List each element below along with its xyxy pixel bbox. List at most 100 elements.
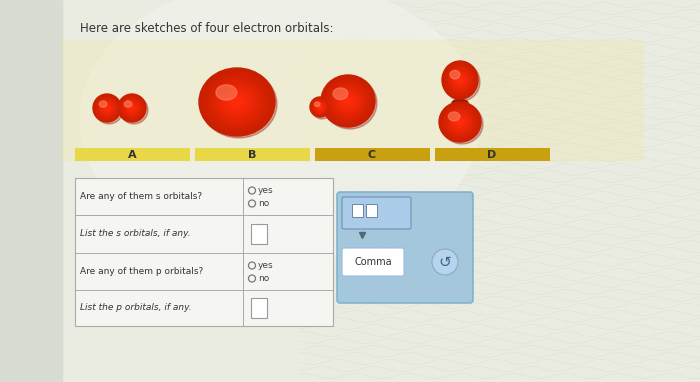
Ellipse shape [80,0,480,260]
Text: yes: yes [258,186,274,195]
Ellipse shape [118,94,146,122]
Ellipse shape [231,97,243,107]
Ellipse shape [314,100,326,113]
Ellipse shape [444,63,476,97]
FancyBboxPatch shape [342,197,411,229]
Text: Are any of them s orbitals?: Are any of them s orbitals? [80,192,202,201]
Bar [251,224,267,244]
Text: A: A [127,149,136,160]
Ellipse shape [321,75,375,127]
Ellipse shape [452,99,468,107]
Bar [366,204,377,217]
Ellipse shape [130,106,134,110]
Ellipse shape [344,97,352,105]
Text: Here are sketches of four electron orbitals:: Here are sketches of four electron orbit… [80,22,333,35]
Text: List the p orbitals, if any.: List the p orbitals, if any. [80,304,192,312]
Ellipse shape [120,96,144,120]
Ellipse shape [451,70,469,90]
Ellipse shape [449,68,471,92]
Ellipse shape [222,89,252,115]
Ellipse shape [441,104,483,144]
Bar [75,178,333,326]
Ellipse shape [457,119,463,125]
Ellipse shape [201,70,277,138]
Ellipse shape [324,78,372,124]
Text: no: no [258,199,270,208]
Bar [315,148,430,161]
Ellipse shape [125,101,139,115]
Ellipse shape [120,96,148,124]
Text: D: D [487,149,496,160]
Ellipse shape [310,97,330,117]
Ellipse shape [447,66,474,94]
Text: no: no [258,274,270,283]
Ellipse shape [447,109,473,135]
Ellipse shape [93,94,121,122]
Ellipse shape [452,114,468,130]
Ellipse shape [331,84,365,118]
Circle shape [432,249,458,275]
Ellipse shape [128,104,136,112]
Bar [0,0,62,382]
Ellipse shape [123,99,141,117]
Ellipse shape [213,80,261,124]
Text: List the s orbitals, if any.: List the s orbitals, if any. [80,230,190,238]
Bar [195,148,310,161]
Ellipse shape [124,101,132,107]
Ellipse shape [218,84,256,120]
Ellipse shape [105,106,109,110]
Text: Comma: Comma [354,257,392,267]
Text: C: C [368,149,376,160]
Ellipse shape [227,93,247,111]
Ellipse shape [450,70,460,79]
Ellipse shape [102,102,113,113]
Ellipse shape [316,103,324,111]
Ellipse shape [448,112,460,121]
Ellipse shape [328,81,368,121]
Ellipse shape [449,112,471,132]
Ellipse shape [312,99,328,115]
Ellipse shape [317,104,323,110]
Ellipse shape [121,97,143,118]
Bar [435,148,550,161]
Ellipse shape [337,91,358,111]
Ellipse shape [442,61,478,99]
Ellipse shape [457,77,463,83]
Ellipse shape [98,99,116,117]
Ellipse shape [94,96,119,120]
Ellipse shape [312,99,332,119]
Ellipse shape [315,102,325,112]
Ellipse shape [95,96,123,124]
Ellipse shape [439,102,481,142]
Ellipse shape [341,94,356,108]
Ellipse shape [318,105,321,108]
Ellipse shape [455,75,465,85]
Ellipse shape [314,102,320,107]
Ellipse shape [99,101,107,107]
Ellipse shape [444,107,476,137]
Bar [352,204,363,217]
Ellipse shape [442,104,479,139]
Ellipse shape [453,73,467,87]
Ellipse shape [103,104,111,112]
Text: yes: yes [258,261,274,270]
Bar [75,148,190,161]
Text: Are any of them p orbitals?: Are any of them p orbitals? [80,267,203,276]
Bar [251,298,267,318]
Ellipse shape [216,85,237,100]
Ellipse shape [127,102,137,113]
Bar [62,40,642,160]
FancyBboxPatch shape [337,192,473,303]
Ellipse shape [323,77,377,129]
Ellipse shape [444,63,480,101]
Ellipse shape [199,68,275,136]
Ellipse shape [454,117,466,128]
FancyBboxPatch shape [342,248,404,276]
Ellipse shape [100,101,114,115]
Text: B: B [248,149,256,160]
Ellipse shape [97,97,118,118]
Ellipse shape [204,72,270,132]
Ellipse shape [312,98,329,116]
Ellipse shape [333,88,348,100]
Ellipse shape [334,87,362,114]
